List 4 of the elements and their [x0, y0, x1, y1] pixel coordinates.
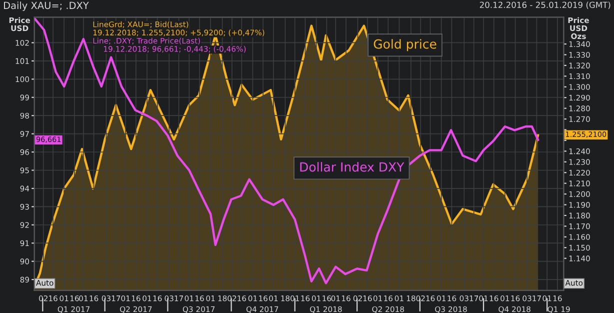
chart-title: Daily XAU=; .DXY: [4, 2, 89, 11]
chart-subtitle: 20.12.2016 - 25.01.2019 (GMT): [480, 2, 610, 9]
series-label: Gold price: [374, 39, 436, 52]
series-label: Dollar Index DXY: [300, 162, 404, 172]
